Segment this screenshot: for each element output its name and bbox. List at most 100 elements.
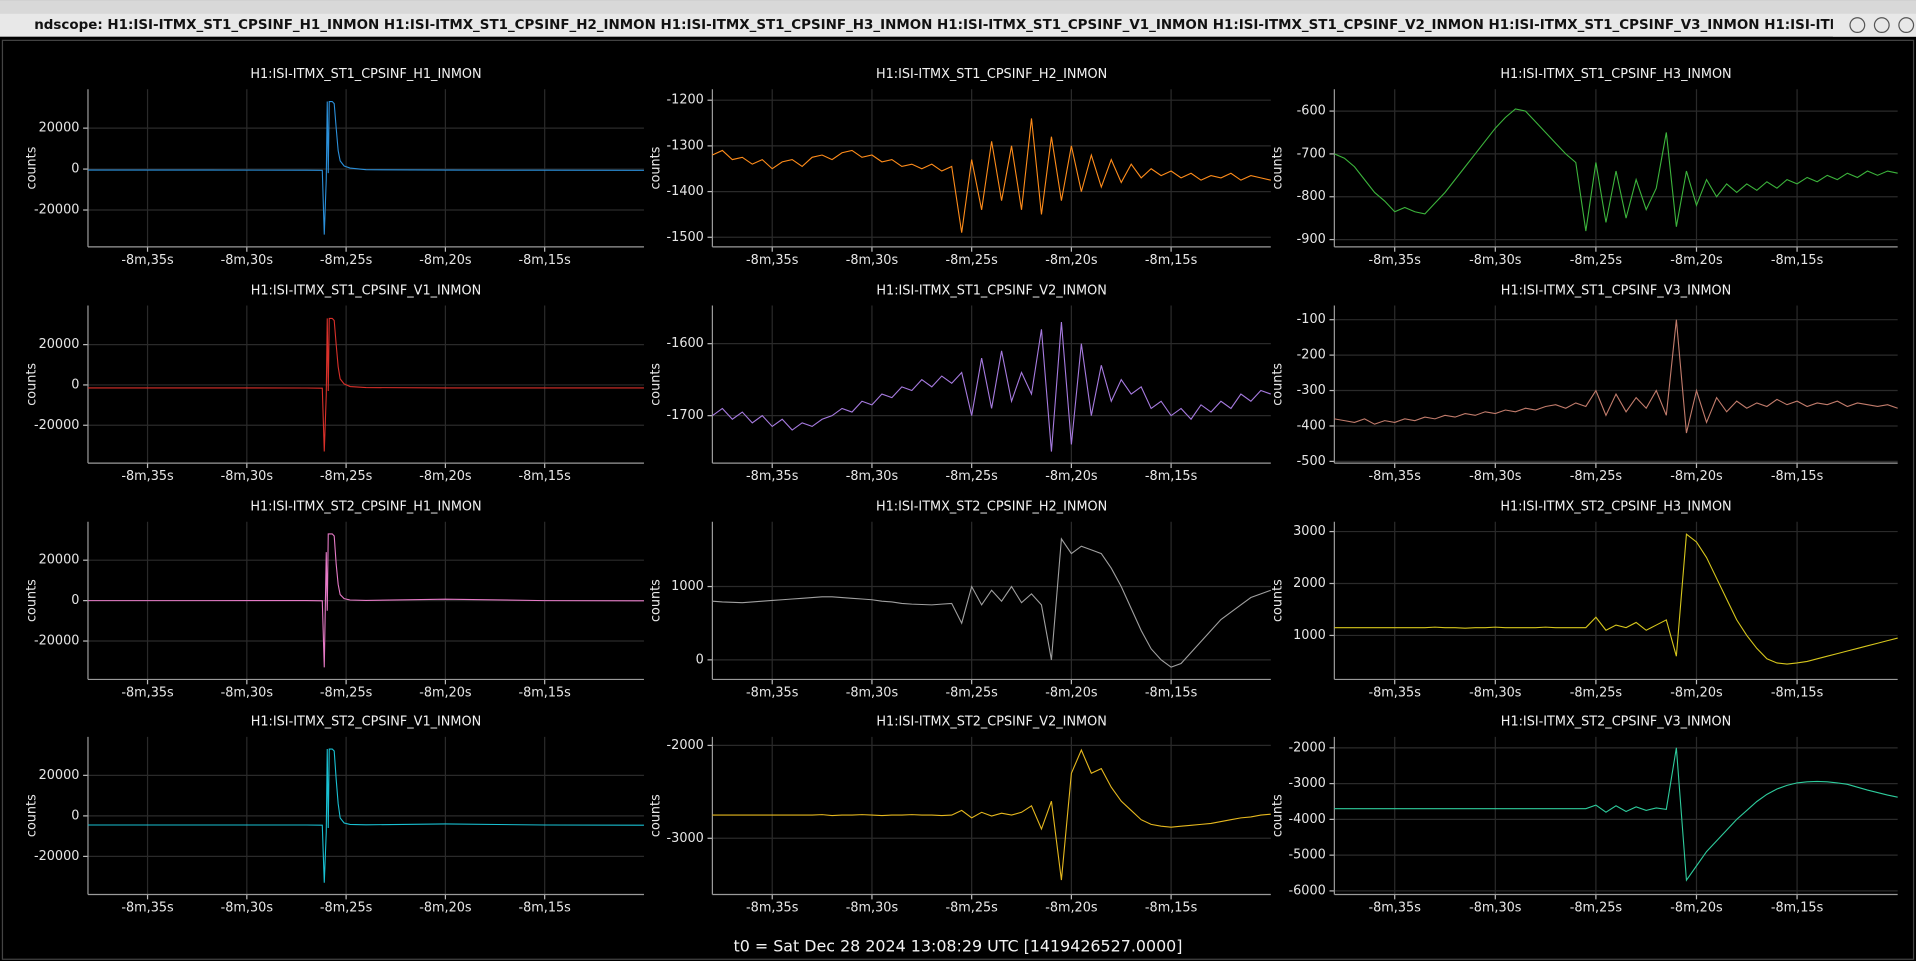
plot-title: H1:ISI-ITMX_ST1_CPSINF_H3_INMON (1500, 67, 1731, 82)
x-tick-label: -8m,15s (1771, 469, 1824, 484)
x-tick-label: -8m,20s (1670, 253, 1723, 268)
x-tick-label: -8m,15s (1145, 469, 1198, 484)
x-tick-label: -8m,25s (1570, 900, 1623, 915)
y-tick-label: -400 (1297, 418, 1326, 433)
y-tick-label: -600 (1297, 104, 1326, 119)
y-tick-label: -3000 (667, 831, 704, 846)
x-tick-label: -8m,25s (945, 469, 998, 484)
y-axis-label: counts (24, 146, 39, 189)
y-tick-label: -1200 (667, 93, 704, 108)
trace (712, 118, 1271, 233)
trace (712, 537, 1272, 668)
minimize-button[interactable] (1849, 17, 1866, 34)
y-tick-label: 1000 (1293, 628, 1326, 643)
x-tick-label: -8m,35s (1369, 469, 1422, 484)
x-tick-label: -8m,35s (121, 469, 174, 484)
y-tick-label: 0 (71, 593, 79, 608)
x-tick-label: -8m,15s (1771, 900, 1824, 915)
x-tick-label: -8m,15s (518, 900, 571, 915)
x-tick-label: -8m,35s (746, 685, 799, 700)
x-tick-label: -8m,30s (1469, 685, 1522, 700)
x-tick-label: -8m,20s (1045, 685, 1098, 700)
x-tick-label: -8m,30s (221, 253, 274, 268)
plot-area (1, 39, 1915, 960)
x-tick-label: -8m,20s (419, 469, 472, 484)
x-tick-label: -8m,35s (121, 900, 174, 915)
x-tick-label: -8m,15s (518, 685, 571, 700)
plot-title: H1:ISI-ITMX_ST2_CPSINF_V1_INMON (251, 715, 481, 730)
y-tick-label: -3000 (1289, 776, 1326, 791)
y-tick-label: -900 (1297, 232, 1326, 247)
plot-title: H1:ISI-ITMX_ST1_CPSINF_V2_INMON (876, 283, 1106, 298)
x-tick-label: -8m,30s (1469, 900, 1522, 915)
x-tick-label: -8m,25s (945, 900, 998, 915)
x-tick-label: -8m,25s (945, 685, 998, 700)
y-tick-label: -1700 (667, 408, 704, 423)
y-tick-label: -1400 (667, 184, 704, 199)
y-tick-label: 0 (71, 377, 79, 392)
y-tick-label: 0 (696, 652, 704, 667)
plot-title: H1:ISI-ITMX_ST2_CPSINF_H3_INMON (1500, 500, 1731, 515)
trace (87, 748, 644, 883)
trace (712, 322, 1272, 452)
y-axis-label: counts (1271, 794, 1286, 837)
x-tick-label: -8m,15s (1145, 900, 1198, 915)
plot-title: H1:ISI-ITMX_ST2_CPSINF_H2_INMON (876, 500, 1107, 515)
y-tick-label: -4000 (1289, 812, 1326, 827)
plot-title: H1:ISI-ITMX_ST1_CPSINF_V1_INMON (251, 283, 481, 298)
x-tick-label: -8m,30s (221, 685, 274, 700)
x-tick-label: -8m,15s (1145, 685, 1198, 700)
x-tick-label: -8m,25s (945, 253, 998, 268)
x-tick-label: -8m,30s (221, 900, 274, 915)
x-tick-label: -8m,20s (1045, 253, 1098, 268)
y-tick-label: -20000 (34, 203, 79, 218)
x-tick-label: -8m,20s (1045, 469, 1098, 484)
x-tick-label: -8m,25s (320, 685, 373, 700)
y-axis-label: counts (1271, 146, 1286, 189)
y-tick-label: -6000 (1289, 883, 1326, 898)
y-tick-label: 20000 (39, 121, 80, 136)
y-axis-label: counts (24, 794, 39, 837)
trace (712, 748, 1271, 881)
close-button[interactable] (1898, 17, 1915, 34)
trace (1334, 108, 1898, 232)
x-tick-label: -8m,20s (1670, 469, 1723, 484)
plot-title: H1:ISI-ITMX_ST1_CPSINF_V3_INMON (1501, 283, 1731, 298)
plot-title: H1:ISI-ITMX_ST2_CPSINF_V2_INMON (876, 715, 1106, 730)
taskbar (0, 0, 1916, 14)
t0-label: t0 = Sat Dec 28 2024 13:08:29 UTC [14194… (734, 937, 1183, 956)
y-tick-label: 20000 (39, 553, 80, 568)
x-tick-label: -8m,25s (1570, 253, 1623, 268)
plot-title: H1:ISI-ITMX_ST1_CPSINF_H1_INMON (250, 67, 481, 82)
trace (87, 100, 644, 235)
trace (1334, 747, 1898, 882)
trace (87, 533, 644, 668)
y-tick-label: -20000 (34, 418, 79, 433)
x-tick-label: -8m,20s (419, 253, 472, 268)
y-tick-label: 3000 (1293, 524, 1326, 539)
x-tick-label: -8m,35s (746, 469, 799, 484)
y-axis-label: counts (24, 579, 39, 622)
x-tick-label: -8m,20s (1045, 900, 1098, 915)
x-tick-label: -8m,30s (846, 900, 899, 915)
x-tick-label: -8m,35s (1369, 685, 1422, 700)
x-tick-label: -8m,30s (846, 253, 899, 268)
y-tick-label: -300 (1297, 383, 1326, 398)
trace (87, 317, 644, 452)
y-axis-label: counts (649, 363, 664, 406)
y-axis-label: counts (649, 579, 664, 622)
y-tick-label: -1300 (667, 138, 704, 153)
y-tick-label: -1600 (667, 336, 704, 351)
x-tick-label: -8m,25s (320, 253, 373, 268)
x-tick-label: -8m,30s (1469, 469, 1522, 484)
y-axis-label: counts (1271, 363, 1286, 406)
maximize-button[interactable] (1873, 17, 1890, 34)
y-tick-label: -20000 (34, 849, 79, 864)
y-tick-label: 0 (71, 162, 79, 177)
y-axis-label: counts (649, 794, 664, 837)
x-tick-label: -8m,15s (1771, 253, 1824, 268)
y-tick-label: -1500 (667, 230, 704, 245)
y-tick-label: 1000 (671, 579, 704, 594)
x-tick-label: -8m,15s (1771, 685, 1824, 700)
